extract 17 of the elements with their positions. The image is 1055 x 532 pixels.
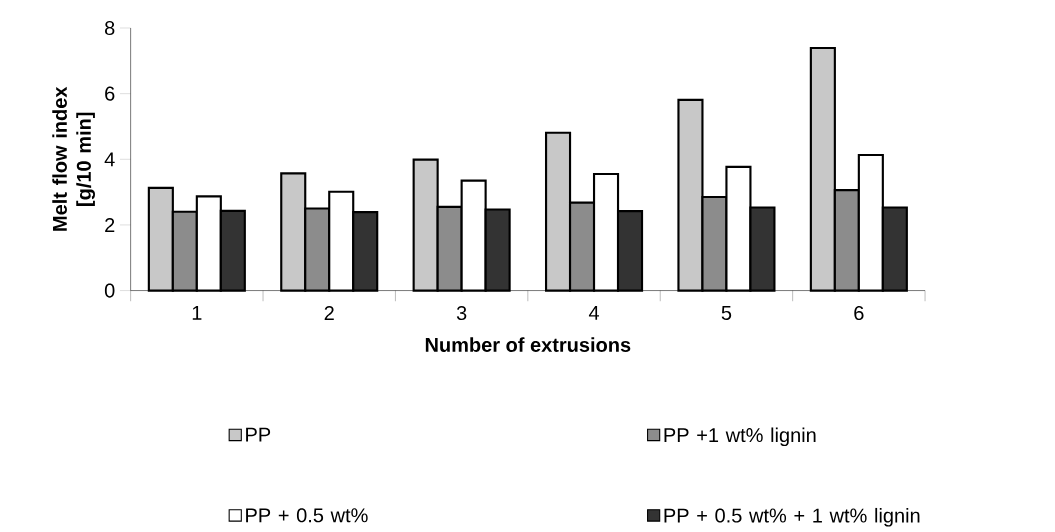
y-tick-label: 4 bbox=[104, 152, 115, 167]
x-axis-title: Number of extrusions bbox=[425, 337, 631, 353]
y-tick-label: 8 bbox=[105, 20, 115, 36]
x-tick-label: 6 bbox=[854, 306, 864, 321]
legend-label: PP +1 wt% lignin bbox=[664, 427, 816, 447]
legend-label: PP bbox=[246, 427, 271, 442]
x-tick-label: 5 bbox=[721, 306, 732, 320]
legend-label: PP + 0.5 wt% + 1 wt% lignin bbox=[664, 508, 920, 527]
y-axis-title: Melt flow index [g/10 min] bbox=[52, 86, 95, 231]
y-tick-label: 0 bbox=[104, 283, 115, 298]
x-tick-label: 3 bbox=[456, 306, 467, 321]
y-tick-label: 6 bbox=[105, 86, 115, 101]
y-tick-label: 2 bbox=[105, 218, 115, 232]
x-tick-label: 4 bbox=[588, 306, 600, 320]
legend-label: PP + 0.5 wt% bbox=[246, 508, 368, 523]
x-tick-label: 1 bbox=[192, 306, 202, 320]
x-tick-label: 2 bbox=[324, 306, 334, 320]
